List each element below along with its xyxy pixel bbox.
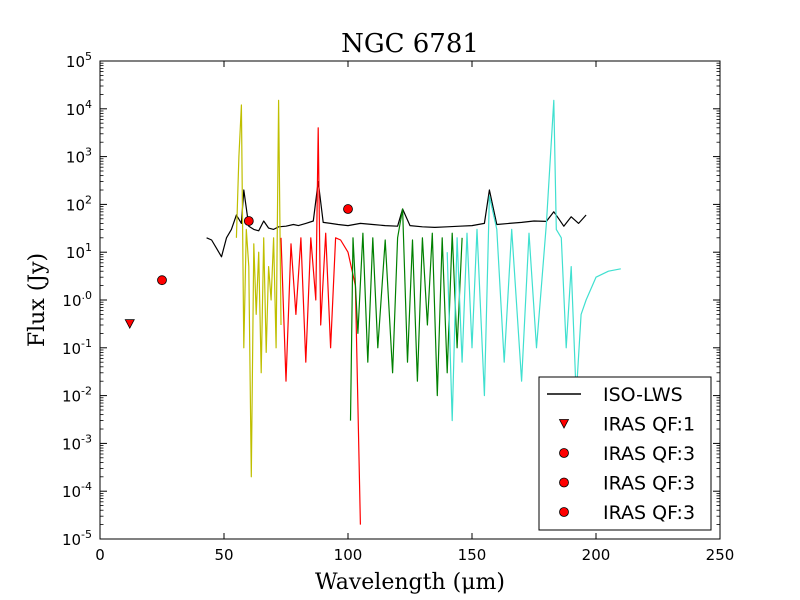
y-axis-label: Flux (Jy) — [25, 253, 50, 347]
data-point-iras-qf1 — [124, 319, 135, 330]
plot-area — [124, 99, 621, 525]
series-line-detector-red — [280, 127, 361, 525]
legend-label: ISO-LWS — [603, 384, 683, 406]
y-tick-label: 10.0 — [62, 289, 92, 310]
legend-circle-marker — [559, 448, 569, 458]
series-line-detector-green — [349, 208, 463, 421]
legend-label: IRAS QF:3 — [603, 502, 695, 524]
y-tick-label: 105 — [66, 50, 92, 71]
legend-item: IRAS QF:1 — [558, 414, 695, 436]
legend: ISO-LWS IRAS QF:1 IRAS QF:3 IRAS QF:3 IRAS Q… — [538, 376, 712, 531]
x-tick-label: 250 — [706, 546, 735, 564]
legend-item: IRAS QF:3 — [559, 502, 695, 524]
legend-box — [538, 376, 712, 531]
legend-label: IRAS QF:1 — [603, 414, 695, 436]
series-line-iso-lws — [206, 181, 587, 258]
y-tick-label: 103 — [66, 146, 92, 167]
x-tick-label: 150 — [458, 546, 487, 564]
data-point-iras-qf3-1 — [157, 275, 167, 286]
y-tick-label: 10-3 — [62, 432, 92, 453]
y-tick-label: 10-4 — [62, 480, 92, 501]
legend-item: IRAS QF:3 — [559, 443, 695, 465]
x-tick-label: 0 — [95, 546, 105, 564]
y-tick-label: 102 — [66, 193, 92, 214]
legend-circle-marker — [559, 477, 569, 488]
y-tick-label: 104 — [66, 98, 92, 119]
legend-item: ISO-LWS — [547, 384, 683, 406]
axis-ticks: 0 50 100 150 200 250 10-5 10-4 10-3 10-2 10-1 10.0 1… — [62, 50, 734, 564]
series-line-detector-cyan — [446, 99, 621, 422]
x-axis-label: Wavelength (μm) — [315, 570, 505, 595]
legend-triangle-marker — [558, 419, 570, 429]
legend-label: IRAS QF:3 — [603, 473, 695, 495]
y-tick-label: 10-5 — [62, 528, 92, 549]
legend-circle-marker — [559, 507, 569, 517]
x-tick-label: 200 — [582, 546, 611, 564]
legend-item: IRAS QF:3 — [559, 473, 695, 495]
x-tick-label: 100 — [334, 546, 363, 564]
y-tick-label: 10-1 — [62, 337, 92, 358]
series-line-detector-yellow — [235, 99, 282, 478]
y-tick-label: 101 — [66, 241, 92, 262]
data-point-iras-qf3-3 — [343, 204, 353, 214]
data-point-iras-qf3-2 — [243, 216, 254, 226]
chart-title: NGC 6781 — [341, 29, 479, 59]
y-tick-label: 10-2 — [62, 385, 92, 406]
x-tick-label: 50 — [214, 546, 233, 564]
legend-label: IRAS QF:3 — [603, 443, 695, 465]
